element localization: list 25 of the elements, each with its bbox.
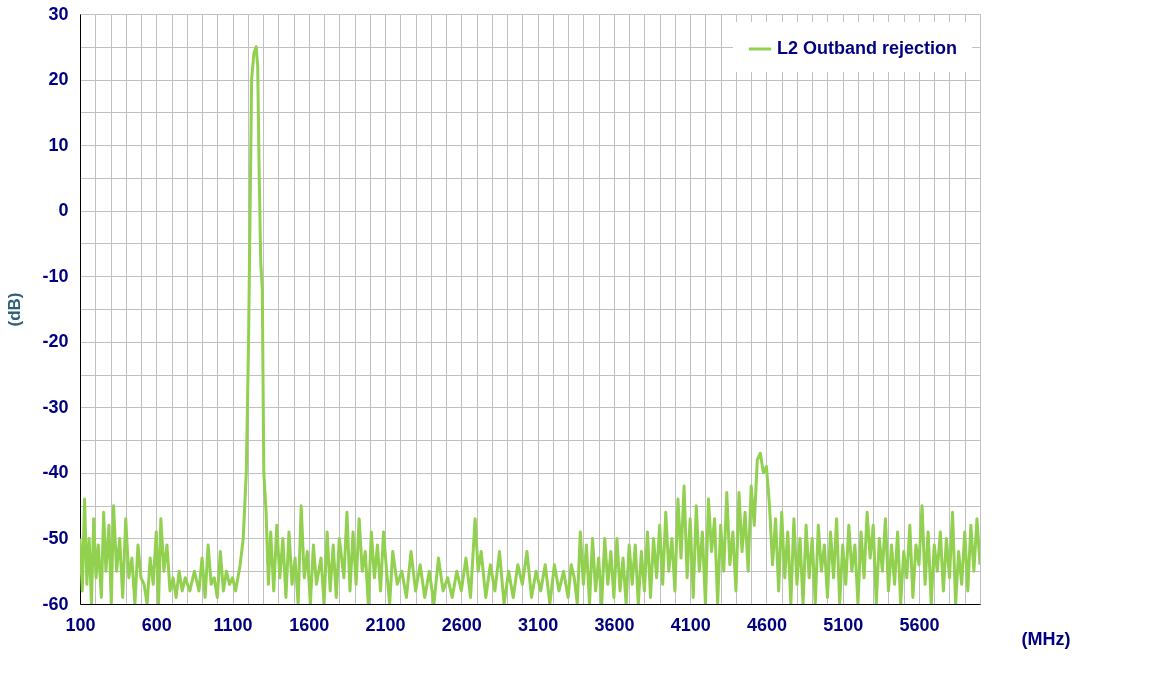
x-tick-label: 1100 <box>213 614 253 635</box>
x-tick-label: 3100 <box>518 614 559 635</box>
x-tick-label: 3600 <box>594 614 635 635</box>
legend-label: L2 Outband rejection <box>777 38 958 58</box>
x-tick-label: 4100 <box>670 614 711 635</box>
y-tick-label: -40 <box>42 462 69 483</box>
x-tick-label: 4600 <box>746 614 787 635</box>
y-tick-label: 30 <box>48 3 69 24</box>
x-tick-label: 100 <box>65 614 96 635</box>
y-tick-label: -30 <box>42 396 69 417</box>
x-tick-label: 2600 <box>441 614 482 635</box>
y-tick-label: -60 <box>42 593 69 614</box>
x-tick-label: 600 <box>141 614 172 635</box>
y-tick-label: -10 <box>42 265 69 286</box>
y-tick-label: 10 <box>48 134 69 155</box>
y-tick-label: 0 <box>58 200 69 221</box>
x-tick-label: 5100 <box>823 614 864 635</box>
x-tick-label: 1600 <box>289 614 330 635</box>
x-tick-label: 2100 <box>365 614 406 635</box>
y-tick-label: -50 <box>42 527 69 548</box>
y-axis-title: (dB) <box>5 292 25 327</box>
x-axis-title: (MHz) <box>1021 628 1071 649</box>
x-tick-label: 5600 <box>899 614 940 635</box>
y-tick-label: -20 <box>42 331 69 352</box>
y-tick-label: 20 <box>48 69 69 90</box>
